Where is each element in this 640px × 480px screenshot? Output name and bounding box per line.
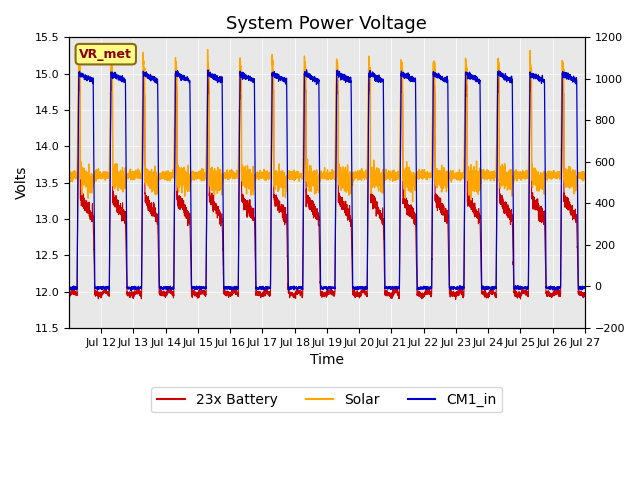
23x Battery <box>468 195 476 201</box>
Solar <box>204 47 211 52</box>
CM1_in <box>581 285 589 290</box>
23x Battery <box>346 219 354 225</box>
CM1_in <box>346 78 354 84</box>
Solar <box>65 171 73 177</box>
CM1_in <box>127 288 135 294</box>
Solar <box>581 170 589 176</box>
23x Battery <box>452 297 460 302</box>
23x Battery <box>236 65 244 71</box>
Line: Solar: Solar <box>69 49 585 202</box>
Solar <box>468 172 476 178</box>
Title: System Power Voltage: System Power Voltage <box>227 15 428 33</box>
23x Battery <box>493 91 501 96</box>
CM1_in <box>303 67 310 73</box>
23x Battery <box>581 291 589 297</box>
Solar <box>172 59 180 65</box>
Solar <box>346 169 354 175</box>
CM1_in <box>172 70 180 76</box>
CM1_in <box>65 284 73 290</box>
23x Battery <box>65 291 73 297</box>
CM1_in <box>507 76 515 82</box>
Legend: 23x Battery, Solar, CM1_in: 23x Battery, Solar, CM1_in <box>152 387 502 412</box>
Solar <box>493 68 501 74</box>
CM1_in <box>374 76 381 82</box>
Solar <box>374 180 381 185</box>
CM1_in <box>493 97 501 103</box>
Solar <box>409 199 417 205</box>
23x Battery <box>172 76 180 82</box>
Solar <box>507 178 515 184</box>
23x Battery <box>374 208 381 214</box>
23x Battery <box>507 212 515 218</box>
Text: VR_met: VR_met <box>79 48 132 60</box>
Y-axis label: Volts: Volts <box>15 166 29 199</box>
X-axis label: Time: Time <box>310 353 344 367</box>
Line: CM1_in: CM1_in <box>69 70 585 291</box>
CM1_in <box>468 76 476 82</box>
Line: 23x Battery: 23x Battery <box>69 68 585 300</box>
